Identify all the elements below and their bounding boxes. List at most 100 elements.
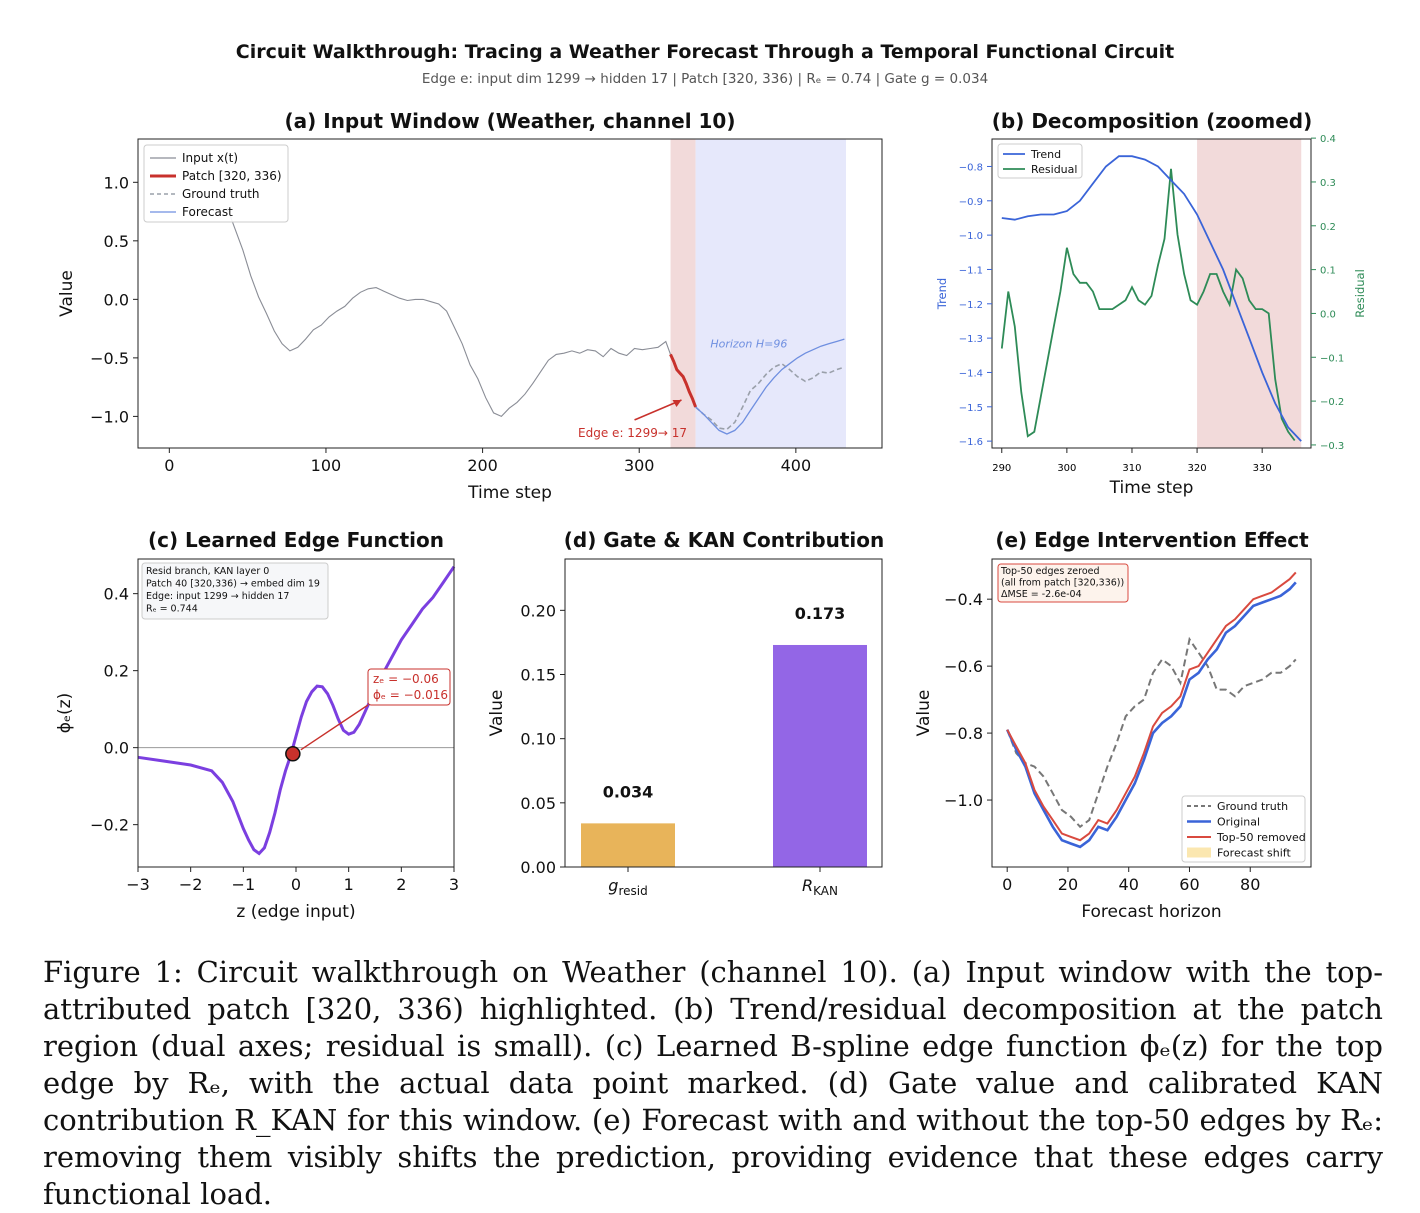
panel-e-info-line: (all from patch [320,336)): [1001, 578, 1124, 589]
panel-b-xtick-label: 290: [992, 463, 1011, 474]
panel-b-left-ytick-label: −1.3: [959, 334, 983, 345]
bar-value-label: 0.034: [603, 782, 654, 801]
panel-d-ylabel: Value: [487, 690, 507, 737]
panel-e-info-line: Top-50 edges zeroed: [1000, 566, 1100, 577]
edge-annotation-label: Edge e: 1299→ 17: [578, 426, 687, 440]
figure-caption: Figure 1: Circuit walkthrough on Weather…: [43, 955, 1383, 1211]
panel-b-legend-label: Trend: [1030, 148, 1061, 161]
panel-b-right-ytick-label: −0.3: [1320, 441, 1344, 452]
panel-e-xtick-label: 40: [1119, 875, 1139, 894]
input-series-line: [226, 207, 672, 418]
panel-c-info-box: [141, 562, 329, 620]
panel-c-info-line: Patch 40 [320,336) → embed dim 19: [146, 579, 320, 590]
panel-b-xtick-label: 330: [1253, 463, 1272, 474]
trend-series-line: [1001, 155, 1302, 442]
panel-b-left-ytick-label: −1.4: [959, 368, 983, 379]
horizon-annotation-label: Horizon H=96: [710, 337, 787, 350]
panel-e-info-box: [997, 563, 1129, 603]
panel-b-legend-label: Residual: [1031, 163, 1077, 176]
panel-c-ytick-label: 0.2: [104, 662, 129, 681]
panel-b-right-ytick-label: 0.2: [1320, 222, 1336, 233]
ground-truth-series-line: [695, 362, 845, 431]
panel-e-legend-label: Original: [1217, 816, 1260, 829]
panel-a-legend-label: Patch [320, 336): [182, 169, 282, 183]
edge-annotation-arrowhead: [672, 400, 682, 408]
panel-b-left-ytick-label: −1.5: [959, 403, 983, 414]
original-series-line: [1006, 581, 1297, 849]
panel-b-xtick-label: 310: [1122, 463, 1141, 474]
panel-c-ylabel: ϕₑ(z): [55, 693, 75, 734]
panel-c-info-line: Edge: input 1299 → hidden 17: [146, 591, 289, 602]
figure: Circuit Walkthrough: Tracing a Weather F…: [55, 41, 1367, 922]
panel-a-legend-label: Forecast: [182, 205, 233, 219]
panel-b-right-ytick-label: 0.0: [1320, 309, 1336, 320]
panel-c-xtick-label: −2: [179, 875, 203, 894]
panel-c-edge-function: zₑ = −0.06 ϕₑ = −0.016 −3 −2 −1 0 1 2 3 0.4 0.2 0.0…: [55, 528, 459, 922]
panel-b-right-ytick-label: 0.3: [1320, 178, 1336, 189]
panel-c-title: (c) Learned Edge Function: [148, 528, 444, 552]
panel-a-frame: [137, 138, 883, 449]
panel-b-left-ytick-label: −1.1: [959, 265, 983, 276]
panel-b-right-ytick-label: −0.1: [1320, 353, 1344, 364]
panel-b-right-ytick-label: 0.4: [1320, 134, 1336, 145]
panel-a-ytick-label: 1.0: [104, 173, 129, 192]
panel-d-ytick-label: 0.05: [520, 794, 556, 813]
panel-e-legend-swatch: [1187, 847, 1211, 858]
panel-c-xtick-label: 0: [291, 875, 301, 894]
panel-e-legend-label: Ground truth: [1217, 800, 1288, 813]
panel-e-title: (e) Edge Intervention Effect: [995, 528, 1309, 552]
panel-b-left-ytick-label: −1.0: [959, 231, 983, 242]
panel-c-xtick-label: 2: [396, 875, 406, 894]
patch-shade: [1197, 139, 1302, 448]
panel-b-frame: [991, 138, 1312, 449]
bar-R_KAN: [773, 644, 867, 867]
panel-d-ytick-label: 0.10: [520, 730, 556, 749]
residual-series-line: [1000, 168, 1296, 442]
bar-value-label: 0.173: [795, 604, 846, 623]
panel-b-xlabel: Time step: [1109, 478, 1194, 498]
panel-a-ytick-label: 0.5: [104, 232, 129, 251]
panel-e-ytick-label: −0.4: [944, 590, 983, 609]
panel-d-xtick-label-gate: gresid: [608, 876, 647, 898]
panel-a-title: (a) Input Window (Weather, channel 10): [285, 109, 736, 133]
marked-point-label: ϕₑ = −0.016: [373, 688, 448, 702]
panel-a-legend-label: Input x(t): [182, 151, 238, 165]
panel-a-xtick-label: 400: [781, 456, 812, 475]
panel-a-legend-box: [143, 144, 289, 223]
panel-d-gate-kan: 0.034 0.173 0.00 0.05 0.10 0.15 0.20 gresid RKAN…: [487, 528, 884, 898]
panel-c-xlabel: z (edge input): [236, 902, 355, 922]
panel-c-ytick-label: −0.2: [90, 816, 129, 835]
panel-e-frame: [991, 558, 1312, 868]
panel-e-ytick-label: −0.8: [944, 724, 983, 743]
panel-b-right-ytick-label: 0.1: [1320, 266, 1336, 277]
panel-e-info-line: ΔMSE = -2.6e-04: [1001, 589, 1082, 600]
panel-b-xtick-label: 300: [1057, 463, 1076, 474]
panel-e-ytick-label: −0.6: [944, 657, 983, 676]
edge-annotation-arrow: [634, 399, 682, 421]
panel-e-legend-label: Forecast shift: [1217, 847, 1291, 860]
figure-suptitle: Circuit Walkthrough: Tracing a Weather F…: [236, 41, 1174, 63]
bar-g_resid: [581, 823, 675, 867]
panel-e-xtick-label: 80: [1240, 875, 1260, 894]
panel-c-xtick-label: −3: [126, 875, 150, 894]
marked-point: [285, 746, 301, 762]
panel-a-input-window: Edge e: 1299→ 17 Horizon H=96 0 100 200 300 40…: [57, 109, 883, 503]
panel-d-ytick-label: 0.15: [520, 666, 556, 685]
panel-a-xtick-label: 100: [311, 456, 342, 475]
panel-d-frame: [564, 558, 883, 868]
panel-b-ylabel-left: Trend: [935, 278, 949, 310]
panel-c-xtick-label: −1: [232, 875, 256, 894]
panel-c-xtick-label: 3: [449, 875, 459, 894]
panel-b-left-ytick-label: −0.9: [959, 197, 983, 208]
panel-b-xtick-label: 320: [1188, 463, 1207, 474]
panel-a-ylabel: Value: [57, 270, 77, 317]
panel-c-ytick-label: 0.4: [104, 585, 129, 604]
panel-a-xlabel: Time step: [467, 483, 552, 503]
panel-b-right-ytick-label: −0.2: [1320, 397, 1344, 408]
panel-a-xtick-label: 200: [467, 456, 498, 475]
panel-e-xlabel: Forecast horizon: [1081, 902, 1221, 922]
panel-b-ylabel-right: Residual: [1353, 269, 1367, 318]
marked-point-arrow: [300, 704, 369, 751]
panel-b-left-ytick-label: −1.2: [959, 300, 983, 311]
panel-e-xtick-label: 20: [1058, 875, 1078, 894]
